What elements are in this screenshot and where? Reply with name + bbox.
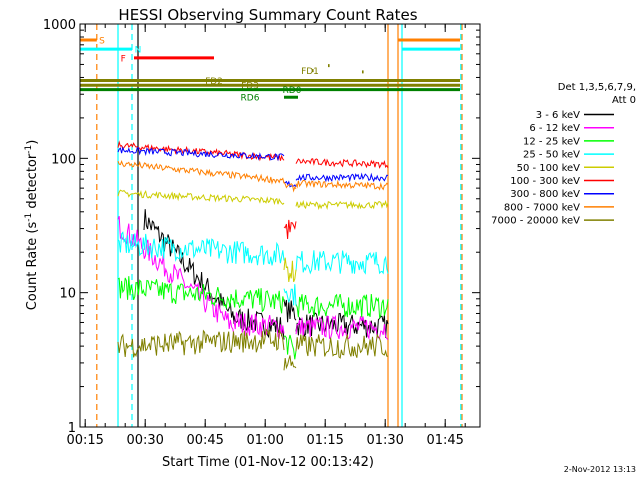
series-line	[117, 159, 389, 193]
flag-label: FD2	[205, 77, 223, 87]
y-tick-label: 1000	[43, 18, 76, 33]
y-axis-label-end: )	[25, 140, 40, 145]
flag-label: N	[135, 46, 142, 56]
plot-frame	[79, 23, 481, 428]
flag-label: S	[99, 37, 105, 47]
chart-title: HESSI Observing Summary Count Rates	[118, 6, 417, 24]
y-tick-label: 10	[59, 287, 76, 302]
footer-date: 2-Nov-2012 13:13	[564, 465, 636, 474]
x-tick-label: 01:15	[306, 433, 343, 448]
series-line	[117, 140, 389, 240]
legend-entry-label: 25 - 50 keV	[523, 150, 580, 161]
flag-label: RD0	[283, 86, 302, 96]
series-line	[117, 276, 389, 360]
y-axis-label-sup: -1	[24, 213, 34, 222]
legend-entry-label: 800 - 7000 keV	[504, 202, 580, 213]
y-axis-label-main: Count Rate (s	[25, 222, 40, 311]
series-line	[117, 231, 389, 306]
x-tick-label: 00:30	[126, 433, 163, 448]
series-line	[117, 328, 389, 371]
y-axis-label: Count Rate (s-1 detector-1)	[24, 140, 40, 311]
legend-entry-label: 300 - 800 keV	[510, 189, 580, 200]
legend-entry-label: 100 - 300 keV	[510, 176, 580, 187]
legend-entry-label: 3 - 6 keV	[536, 110, 580, 121]
flag-label: FD3	[241, 82, 259, 92]
legend-header: Att 0	[612, 95, 636, 106]
legend-header: Det 1,3,5,6,7,9,	[558, 82, 636, 93]
x-tick-label: 01:30	[366, 433, 403, 448]
series-line	[117, 189, 389, 283]
y-axis-label-rest: detector	[25, 153, 40, 213]
flag-label: RD6	[241, 94, 260, 104]
y-tick-label: 100	[51, 152, 76, 167]
x-axis-label: Start Time (01-Nov-12 00:13:42)	[162, 455, 374, 470]
x-tick-label: 01:00	[246, 433, 283, 448]
legend-entry-label: 50 - 100 keV	[517, 163, 581, 174]
x-tick-label: 00:45	[186, 433, 223, 448]
y-axis-label-sup2: -1	[24, 145, 34, 154]
x-tick-label: 01:45	[426, 433, 463, 448]
flag-label: F	[121, 54, 126, 64]
flag-label: FD1	[301, 67, 319, 77]
series-line	[117, 146, 389, 188]
series-line	[143, 209, 389, 340]
legend-entry-label: 6 - 12 keV	[529, 123, 580, 134]
legend-entry-label: 7000 - 20000 keV	[491, 216, 580, 227]
y-tick-label: 1	[68, 421, 76, 436]
x-tick-label: 00:15	[66, 433, 103, 448]
legend-entry-label: 12 - 25 keV	[523, 136, 580, 147]
